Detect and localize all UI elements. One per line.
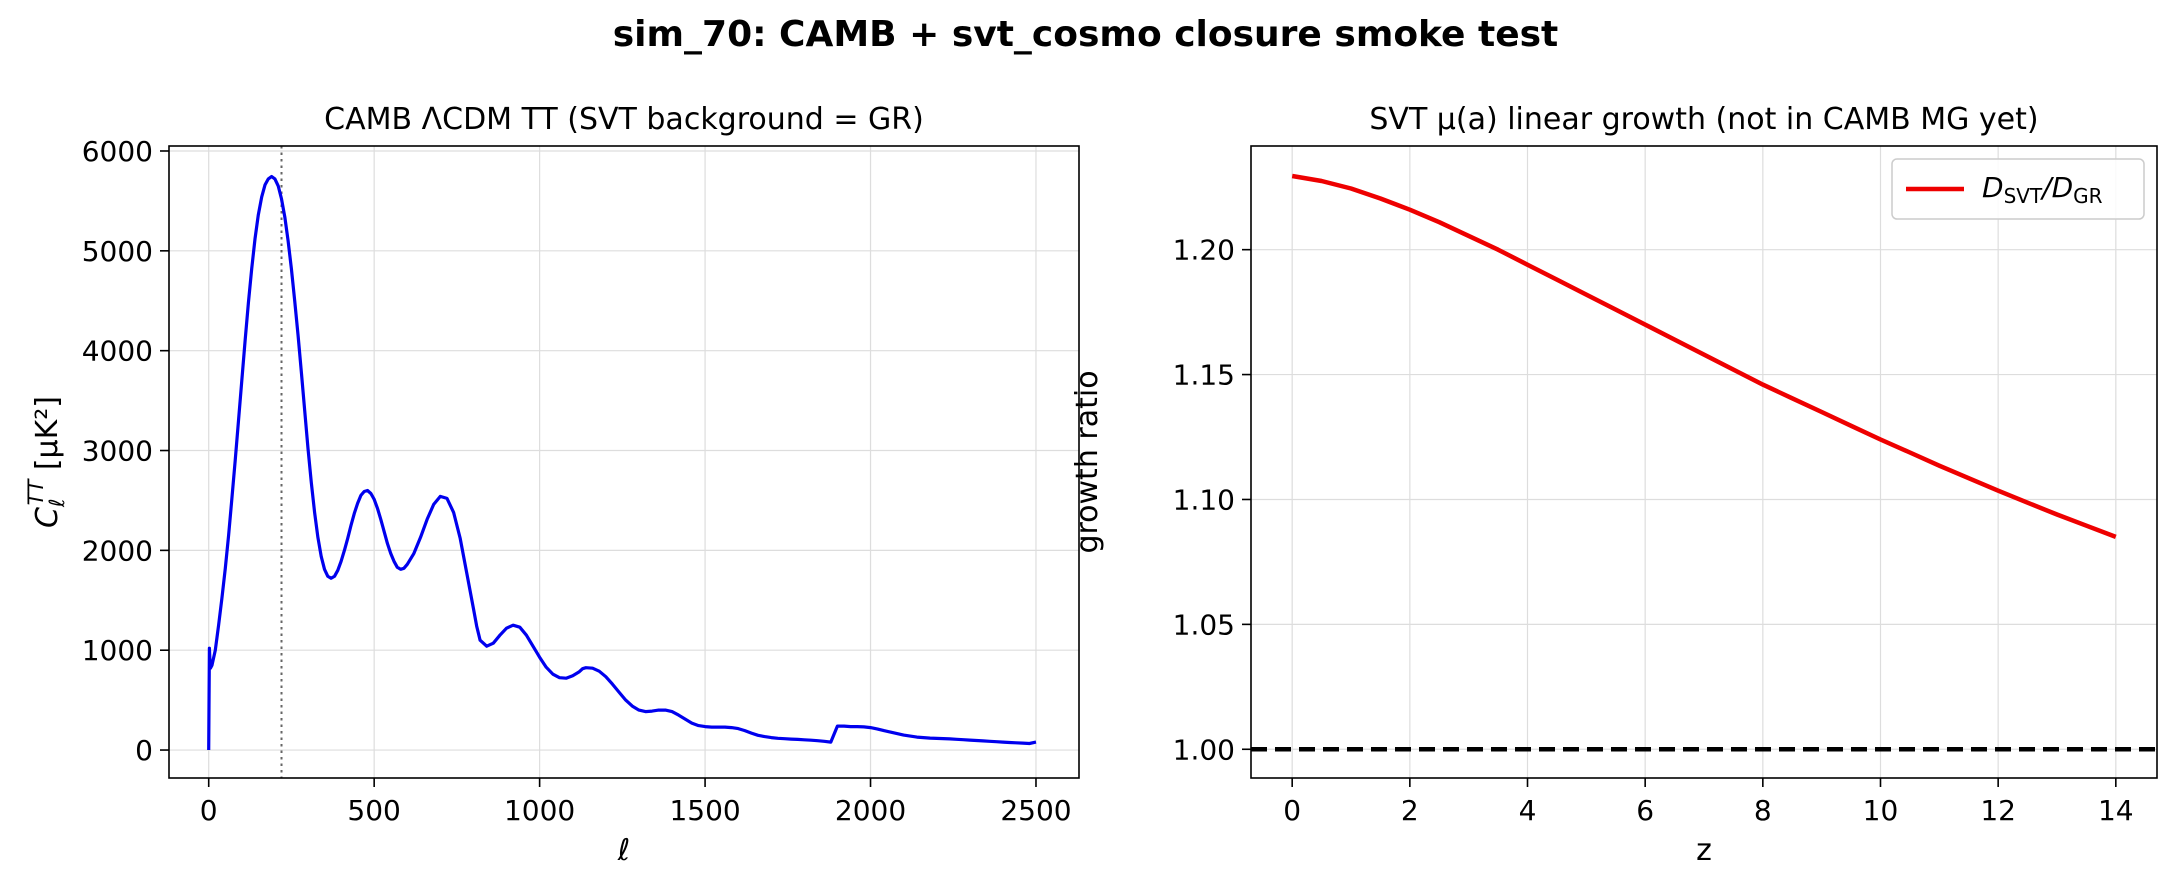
tt-series — [207, 174, 1037, 751]
tt-x-ticks: 0 500 1000 1500 2000 2500 — [200, 778, 1072, 827]
growth-x-ticks: 0 2 4 6 8 10 12 14 — [1283, 778, 2134, 827]
x-tick-label: 14 — [2098, 794, 2134, 827]
tt-y-label-symbol: C — [30, 507, 65, 528]
y-tick-label: 4000 — [82, 335, 153, 368]
growth-title: SVT μ(a) linear growth (not in CAMB MG y… — [1369, 102, 2038, 137]
legend-box — [1891, 158, 2145, 220]
y-tick-label: 6000 — [82, 135, 153, 168]
x-tick-label: 0 — [1283, 794, 1301, 827]
legend-label-mid: /D — [2039, 171, 2073, 204]
tt-title: CAMB ΛCDM TT (SVT background = GR) — [324, 102, 924, 137]
tt-y-ticks: 0 1000 2000 3000 4000 5000 6000 — [82, 135, 169, 767]
tt-x-axis-label: ℓ — [617, 833, 630, 868]
x-tick-label: 8 — [1754, 794, 1772, 827]
y-tick-label: 3000 — [82, 435, 153, 468]
tt-y-label-superscript: TT — [24, 478, 48, 506]
x-tick-label: 2500 — [1000, 794, 1071, 827]
x-tick-label: 4 — [1519, 794, 1537, 827]
x-tick-label: 10 — [1863, 794, 1899, 827]
y-tick-label: 0 — [135, 734, 153, 767]
legend-label-sub1: SVT — [2004, 184, 2043, 208]
y-tick-label: 1.05 — [1173, 608, 1235, 641]
y-tick-label: 1000 — [82, 634, 153, 667]
y-tick-label: 1.15 — [1173, 359, 1235, 392]
tt-grid — [169, 146, 1079, 778]
growth-grid — [1251, 146, 2157, 778]
growth-legend: DSVT/DGR — [1891, 158, 2145, 220]
y-tick-label: 2000 — [82, 534, 153, 567]
tt-plot-frame — [168, 145, 1080, 779]
legend-label-symbol: D — [1982, 171, 2004, 204]
x-tick-label: 0 — [200, 794, 218, 827]
tt-y-label-subscript: ℓ — [45, 498, 69, 508]
growth-y-ticks: 1.00 1.05 1.10 1.15 1.20 — [1173, 234, 1251, 766]
tt-spectrum-line — [207, 174, 1037, 751]
y-tick-label: 5000 — [82, 235, 153, 268]
x-tick-label: 12 — [1980, 794, 2016, 827]
tt-spectrum-panel: 0 500 1000 1500 2000 2500 0 1000 2000 3000 4000 50… — [24, 102, 1080, 868]
x-tick-label: 1500 — [669, 794, 740, 827]
growth-panel: 0 2 4 6 8 10 12 14 1.00 1.05 1.10 1.15 1.20 SVT μ(a… — [1070, 102, 2158, 868]
x-tick-label: 1000 — [504, 794, 575, 827]
figure-suptitle: sim_70: CAMB + svt_cosmo closure smoke t… — [612, 14, 1559, 55]
growth-plot-frame — [1250, 145, 2158, 779]
legend-label-growth: DSVT/DGR — [1982, 171, 2103, 208]
x-tick-label: 6 — [1636, 794, 1654, 827]
y-tick-label: 1.00 — [1173, 733, 1235, 766]
tt-y-axis-label: CℓTT [μK²] — [24, 396, 69, 528]
growth-series — [1291, 173, 2117, 540]
tt-y-label-unit: [μK²] — [30, 396, 65, 480]
x-tick-label: 2000 — [835, 794, 906, 827]
y-tick-label: 1.20 — [1173, 234, 1235, 267]
y-tick-label: 1.10 — [1173, 483, 1235, 516]
x-tick-label: 2 — [1401, 794, 1419, 827]
x-tick-label: 500 — [347, 794, 400, 827]
growth-ratio-line — [1291, 173, 2117, 540]
legend-label-sub2: GR — [2073, 184, 2102, 208]
growth-x-axis-label: z — [1696, 833, 1712, 868]
growth-y-axis-label: growth ratio — [1070, 370, 1105, 553]
